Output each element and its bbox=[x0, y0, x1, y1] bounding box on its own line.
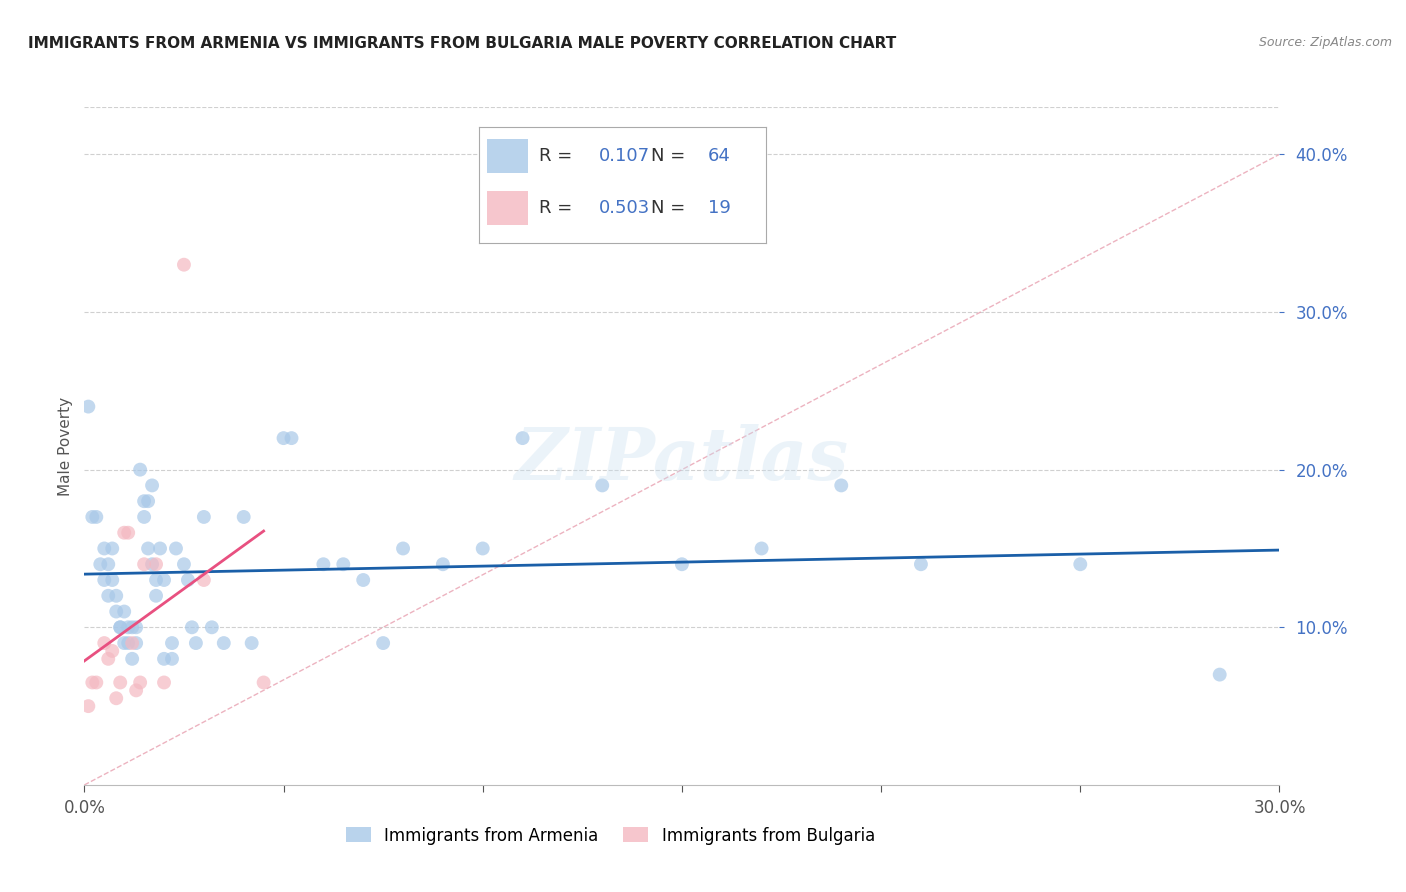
Immigrants from Bulgaria bbox=[125, 683, 148, 698]
Immigrants from Armenia bbox=[101, 541, 124, 556]
Immigrants from Armenia bbox=[125, 620, 148, 634]
Immigrants from Armenia bbox=[373, 636, 395, 650]
Immigrants from Armenia bbox=[129, 463, 152, 477]
Immigrants from Bulgaria bbox=[86, 675, 108, 690]
Immigrants from Armenia bbox=[165, 541, 187, 556]
Immigrants from Armenia bbox=[160, 652, 183, 666]
Immigrants from Armenia bbox=[184, 636, 207, 650]
Immigrants from Armenia bbox=[89, 558, 111, 572]
Immigrants from Armenia bbox=[671, 558, 693, 572]
Immigrants from Armenia bbox=[86, 510, 108, 524]
Immigrants from Armenia bbox=[591, 478, 613, 492]
Y-axis label: Male Poverty: Male Poverty bbox=[58, 396, 73, 496]
Immigrants from Bulgaria bbox=[101, 644, 124, 658]
Immigrants from Armenia bbox=[101, 573, 124, 587]
Immigrants from Armenia bbox=[240, 636, 263, 650]
Immigrants from Armenia bbox=[141, 478, 163, 492]
Immigrants from Armenia bbox=[471, 541, 494, 556]
Immigrants from Armenia bbox=[132, 510, 156, 524]
Immigrants from Armenia bbox=[751, 541, 773, 556]
Text: Source: ZipAtlas.com: Source: ZipAtlas.com bbox=[1258, 36, 1392, 49]
Immigrants from Armenia bbox=[392, 541, 415, 556]
Immigrants from Armenia bbox=[273, 431, 295, 445]
Immigrants from Armenia bbox=[82, 510, 104, 524]
Immigrants from Bulgaria bbox=[112, 525, 135, 540]
Immigrants from Bulgaria bbox=[173, 258, 195, 272]
Immigrants from Armenia bbox=[110, 620, 132, 634]
Immigrants from Bulgaria bbox=[82, 675, 104, 690]
Immigrants from Armenia bbox=[212, 636, 235, 650]
Legend: Immigrants from Armenia, Immigrants from Bulgaria: Immigrants from Armenia, Immigrants from… bbox=[339, 820, 882, 851]
Immigrants from Armenia bbox=[830, 478, 852, 492]
Immigrants from Bulgaria bbox=[110, 675, 132, 690]
Immigrants from Armenia bbox=[121, 652, 143, 666]
Immigrants from Armenia bbox=[512, 431, 534, 445]
Immigrants from Bulgaria bbox=[132, 558, 156, 572]
Immigrants from Armenia bbox=[112, 605, 135, 619]
Text: ZIPatlas: ZIPatlas bbox=[515, 424, 849, 495]
Immigrants from Armenia bbox=[93, 541, 115, 556]
Immigrants from Armenia bbox=[153, 652, 176, 666]
Immigrants from Bulgaria bbox=[105, 691, 128, 706]
Immigrants from Armenia bbox=[312, 558, 335, 572]
Immigrants from Armenia bbox=[232, 510, 254, 524]
Immigrants from Armenia bbox=[117, 636, 139, 650]
Immigrants from Bulgaria bbox=[77, 699, 100, 714]
Immigrants from Armenia bbox=[77, 400, 100, 414]
Immigrants from Armenia bbox=[93, 573, 115, 587]
Immigrants from Armenia bbox=[153, 573, 176, 587]
Immigrants from Armenia bbox=[132, 494, 156, 508]
Immigrants from Armenia bbox=[181, 620, 204, 634]
Immigrants from Armenia bbox=[145, 573, 167, 587]
Immigrants from Armenia bbox=[432, 558, 454, 572]
Immigrants from Armenia bbox=[97, 589, 120, 603]
Immigrants from Bulgaria bbox=[153, 675, 176, 690]
Immigrants from Armenia bbox=[280, 431, 302, 445]
Immigrants from Bulgaria bbox=[253, 675, 276, 690]
Immigrants from Armenia bbox=[1069, 558, 1091, 572]
Immigrants from Armenia bbox=[97, 558, 120, 572]
Immigrants from Armenia bbox=[352, 573, 374, 587]
Immigrants from Armenia bbox=[136, 541, 159, 556]
Immigrants from Armenia bbox=[121, 620, 143, 634]
Immigrants from Armenia bbox=[332, 558, 354, 572]
Immigrants from Armenia bbox=[173, 558, 195, 572]
Text: IMMIGRANTS FROM ARMENIA VS IMMIGRANTS FROM BULGARIA MALE POVERTY CORRELATION CHA: IMMIGRANTS FROM ARMENIA VS IMMIGRANTS FR… bbox=[28, 36, 897, 51]
Immigrants from Armenia bbox=[149, 541, 172, 556]
Immigrants from Armenia bbox=[160, 636, 183, 650]
Immigrants from Armenia bbox=[125, 636, 148, 650]
Immigrants from Bulgaria bbox=[117, 525, 139, 540]
Immigrants from Armenia bbox=[141, 558, 163, 572]
Immigrants from Armenia bbox=[112, 636, 135, 650]
Immigrants from Armenia bbox=[117, 620, 139, 634]
Immigrants from Armenia bbox=[177, 573, 200, 587]
Immigrants from Bulgaria bbox=[145, 558, 167, 572]
Immigrants from Bulgaria bbox=[121, 636, 143, 650]
Immigrants from Bulgaria bbox=[97, 652, 120, 666]
Immigrants from Armenia bbox=[1209, 667, 1232, 681]
Immigrants from Bulgaria bbox=[193, 573, 215, 587]
Immigrants from Armenia bbox=[136, 494, 159, 508]
Immigrants from Armenia bbox=[105, 605, 128, 619]
Immigrants from Armenia bbox=[193, 510, 215, 524]
Immigrants from Bulgaria bbox=[129, 675, 152, 690]
Immigrants from Armenia bbox=[110, 620, 132, 634]
Immigrants from Armenia bbox=[910, 558, 932, 572]
Immigrants from Armenia bbox=[105, 589, 128, 603]
Immigrants from Armenia bbox=[201, 620, 224, 634]
Immigrants from Bulgaria bbox=[93, 636, 115, 650]
Immigrants from Armenia bbox=[145, 589, 167, 603]
